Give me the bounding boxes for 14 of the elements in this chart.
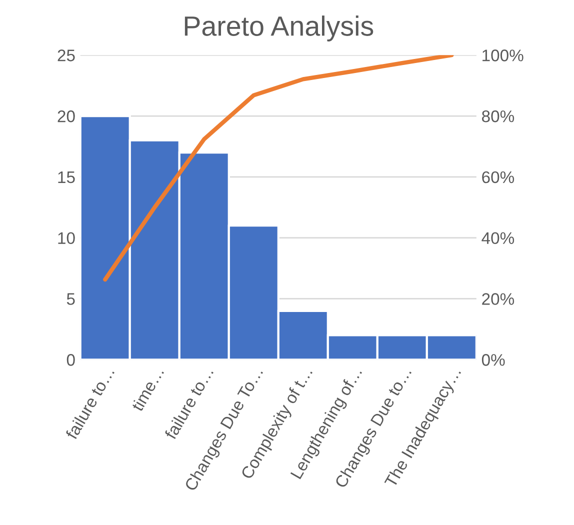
- y-tick-label: 10: [58, 232, 75, 244]
- y2-tick-label: 80%: [482, 110, 514, 122]
- y-tick-label: 5: [66, 293, 75, 305]
- y-tick-label: 25: [58, 50, 75, 62]
- y2-tick-label: 40%: [482, 232, 514, 244]
- y2-tick-label: 20%: [482, 293, 514, 305]
- line-series: [103, 55, 454, 282]
- chart-title: Pareto Analysis: [184, 16, 374, 42]
- y-tick-label: 15: [58, 172, 75, 184]
- y-tick-label: 20: [58, 110, 75, 122]
- y2-tick-label: 100%: [482, 50, 524, 62]
- y-tick-label: 0: [66, 354, 75, 366]
- y2-tick-label: 60%: [482, 171, 514, 184]
- y2-tick-label: 0%: [482, 354, 505, 366]
